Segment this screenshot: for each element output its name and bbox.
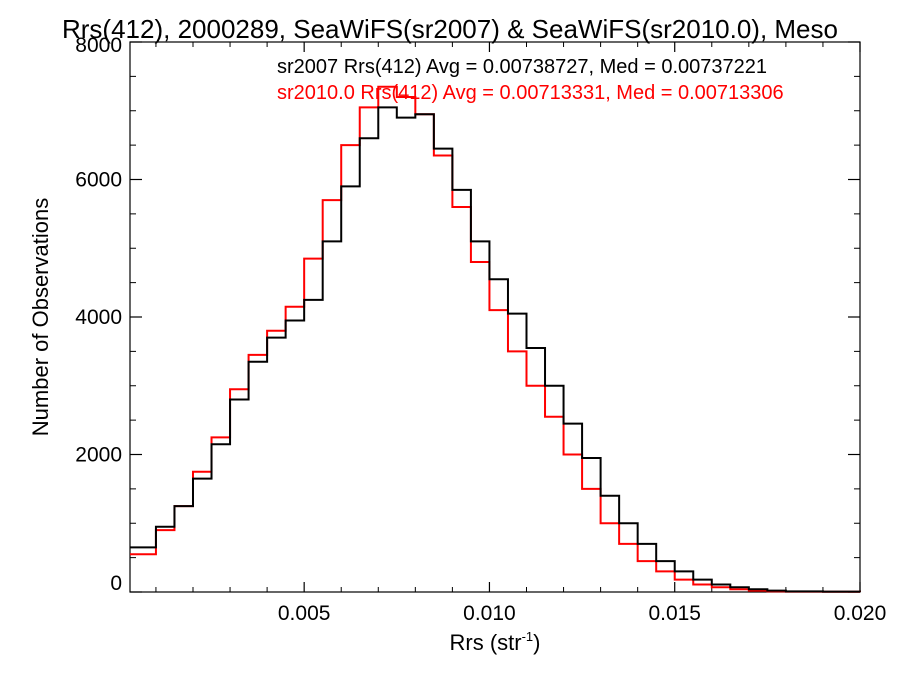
legend-entry-sr2010: sr2010.0 Rrs(412) Avg = 0.00713331, Med … (277, 82, 784, 104)
y-tick-label: 0 (110, 572, 122, 595)
x-axis-ticks: 0.005 0.010 0.015 0.020 (155, 42, 887, 625)
y-tick-label: 6000 (75, 169, 122, 192)
x-axis-label-main: Rrs (str (450, 630, 522, 655)
y-tick-label: 2000 (75, 444, 122, 467)
x-axis-label-tail: ) (533, 630, 540, 655)
series-layer (130, 85, 861, 593)
y-axis-ticks: 0 2000 4000 6000 8000 (75, 34, 860, 595)
x-axis-label-superscript: -1 (522, 629, 534, 644)
x-tick-label: 0.020 (834, 602, 887, 625)
x-tick-label: 0.015 (648, 602, 701, 625)
legend-entry-sr2007: sr2007 Rrs(412) Avg = 0.00738727, Med = … (277, 56, 767, 78)
y-tick-label: 8000 (75, 34, 122, 57)
series-line-sr2007 (130, 106, 861, 593)
y-tick-label: 4000 (75, 306, 122, 329)
x-tick-label: 0.010 (463, 602, 516, 625)
chart-title: Rrs(412), 2000289, SeaWiFS(sr2007) & Sea… (62, 14, 838, 44)
x-tick-label: 0.005 (278, 602, 331, 625)
y-axis-label: Number of Observations (28, 198, 53, 436)
x-axis-label: Rrs (str-1) (450, 629, 541, 655)
